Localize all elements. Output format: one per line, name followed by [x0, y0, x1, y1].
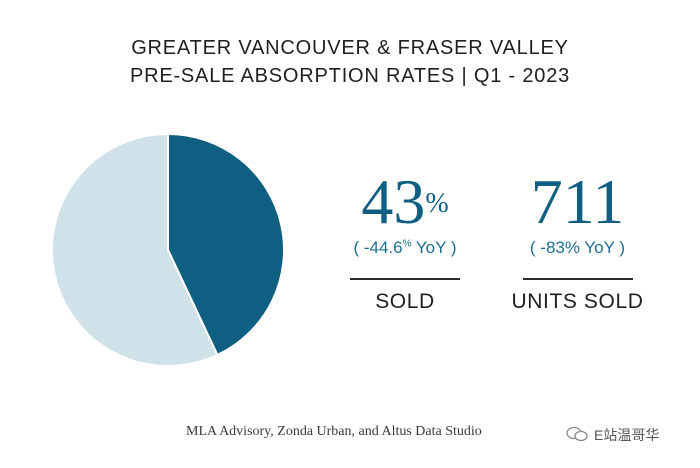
units-yoy: ( -83% YoY )	[529, 238, 626, 257]
title-line-2: PRE-SALE ABSORPTION RATES | Q1 - 2023	[129, 65, 571, 87]
pie-slice-sold	[167, 132, 285, 357]
watermark-text: E站温哥华	[594, 427, 660, 443]
sold-yoy-prefix: ( -44.6	[353, 238, 403, 257]
sold-label: SOLD	[375, 290, 435, 313]
title-line-1: GREATER VANCOUVER & FRASER VALLEY	[131, 37, 569, 59]
pie-slice-unsold	[51, 132, 219, 367]
sold-stat: 43% ( -44.6% YoY ) SOLD	[330, 170, 480, 314]
watermark: E站温哥华	[566, 425, 659, 445]
sold-percent-value: 43	[361, 166, 426, 237]
sold-yoy-unit: %	[402, 238, 412, 250]
units-stat: 711 ( -83% YoY ) UNITS SOLD	[495, 170, 660, 314]
pie-svg	[51, 132, 285, 367]
units-sold-value: 711	[530, 166, 625, 237]
units-label: UNITS SOLD	[511, 290, 644, 313]
chart-title: GREATER VANCOUVER & FRASER VALLEY PRE-SA…	[0, 34, 700, 90]
pie-chart	[48, 130, 288, 370]
source-credit: MLA Advisory, Zonda Urban, and Altus Dat…	[186, 424, 482, 439]
sold-percent-unit: %	[425, 188, 449, 219]
sold-divider	[350, 278, 460, 280]
sold-percent: 43%	[330, 170, 480, 234]
units-divider	[522, 278, 633, 280]
sold-yoy-suffix: YoY )	[411, 238, 457, 257]
sold-yoy: ( -44.6% YoY )	[330, 238, 480, 258]
chat-bubble-icon	[566, 426, 588, 445]
